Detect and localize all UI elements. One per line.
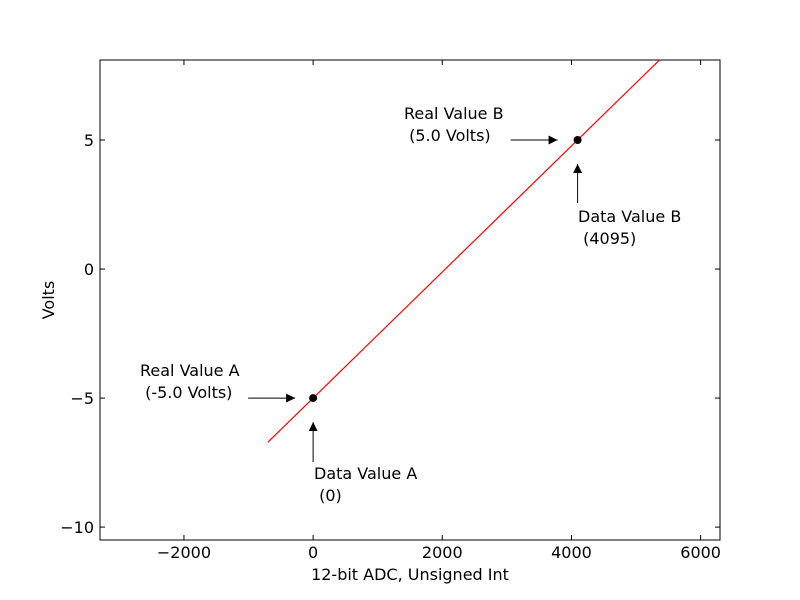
- x-tick-label: 2000: [422, 543, 463, 562]
- y-axis-label: Volts: [39, 281, 58, 320]
- data-points: [309, 136, 582, 403]
- series-layer: [267, 60, 661, 443]
- axis-tick-labels: −2000 0 2000 4000 6000 −10 −5 0 5: [60, 131, 721, 562]
- annotation-real-value-b-line2: (5.0 Volts): [404, 126, 491, 145]
- y-tick-label: 0: [84, 260, 94, 279]
- annotation-real-value-a-line2: (-5.0 Volts): [140, 383, 232, 402]
- y-tick-label: 5: [84, 131, 94, 150]
- annotation-data-value-b-line2: (4095): [578, 229, 636, 248]
- x-tick-label: 6000: [680, 543, 721, 562]
- x-tick-label: −2000: [157, 543, 211, 562]
- annotation-data-value-a-line1: Data Value A: [314, 464, 417, 483]
- plot-area: [99, 59, 721, 541]
- annotation-data-value-a-line2: (0): [314, 486, 342, 505]
- data-point: [309, 394, 318, 403]
- x-axis-label: 12-bit ADC, Unsigned Int: [311, 565, 509, 584]
- x-tick-label: 4000: [551, 543, 592, 562]
- annotation-arrows: [248, 135, 583, 463]
- axis-ticks: [100, 60, 720, 540]
- y-tick-label: −10: [60, 518, 94, 537]
- x-tick-label: 0: [308, 543, 318, 562]
- data-point: [573, 136, 582, 144]
- annotation-real-value-b-line1: Real Value B: [404, 104, 504, 123]
- annotation-data-value-b-line1: Data Value B: [578, 207, 681, 226]
- series-line: [267, 60, 661, 443]
- y-tick-label: −5: [70, 389, 94, 408]
- annotation-real-value-a-line1: Real Value A: [140, 361, 240, 380]
